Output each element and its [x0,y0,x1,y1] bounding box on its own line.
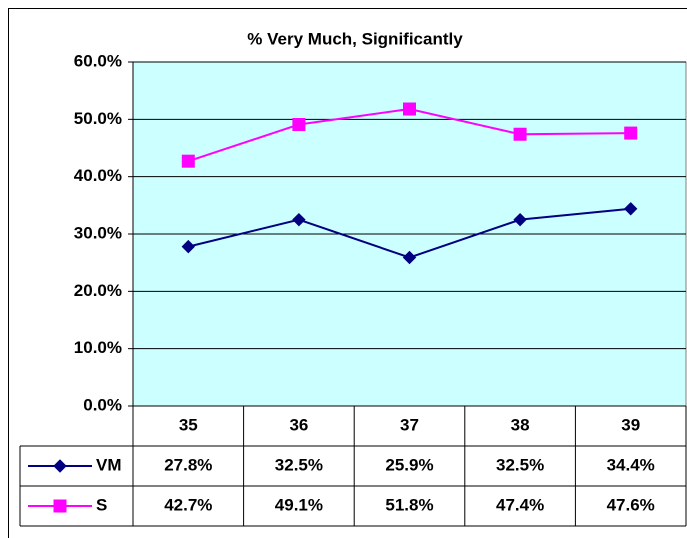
data-point [181,239,196,254]
y-tick-label: 0.0% [83,395,122,414]
x-tick-label: 35 [179,415,198,434]
legend-marker [53,499,67,513]
y-tick-label: 50.0% [74,109,122,128]
x-tick-label: 37 [400,415,419,434]
data-label: 47.6% [607,495,655,514]
data-point [292,117,306,131]
legend-label: VM [96,455,122,474]
data-label: 34.4% [607,455,655,474]
legend-marker [53,459,67,473]
data-label: 32.5% [275,455,323,474]
legend-label: S [96,495,107,514]
data-label: 25.9% [385,455,433,474]
y-tick-label: 30.0% [74,223,122,242]
data-point [402,250,417,265]
x-tick-label: 38 [511,415,530,434]
data-point [403,102,416,116]
data-point [513,127,527,141]
data-label: 51.8% [385,495,433,514]
data-label: 32.5% [496,455,544,474]
y-tick-label: 40.0% [74,166,122,185]
data-label: 42.7% [164,495,212,514]
data-label: 49.1% [275,495,323,514]
x-tick-label: 36 [289,415,308,434]
data-point [181,154,195,168]
y-tick-label: 10.0% [74,338,122,357]
data-point [623,202,638,216]
data-point [292,212,306,227]
chart-title: % Very Much, Significantly [247,29,463,48]
data-label: 47.4% [496,495,544,514]
y-tick-label: 60.0% [74,51,122,70]
y-tick-label: 20.0% [74,281,122,300]
data-point [513,212,527,227]
data-label: 27.8% [164,455,212,474]
x-tick-label: 39 [621,415,640,434]
data-point [624,126,638,140]
